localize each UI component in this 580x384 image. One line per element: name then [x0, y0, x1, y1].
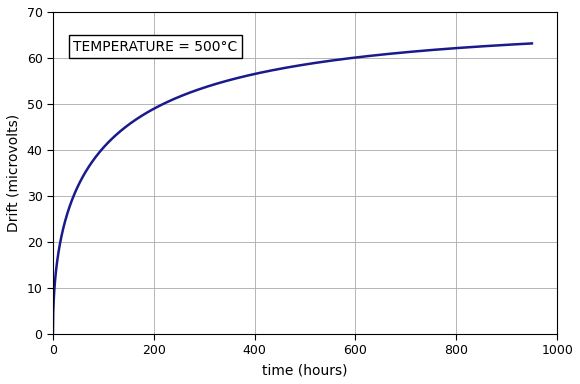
Y-axis label: Drift (microvolts): Drift (microvolts) [7, 114, 21, 232]
X-axis label: time (hours): time (hours) [262, 363, 348, 377]
Text: TEMPERATURE = 500°C: TEMPERATURE = 500°C [73, 40, 237, 54]
